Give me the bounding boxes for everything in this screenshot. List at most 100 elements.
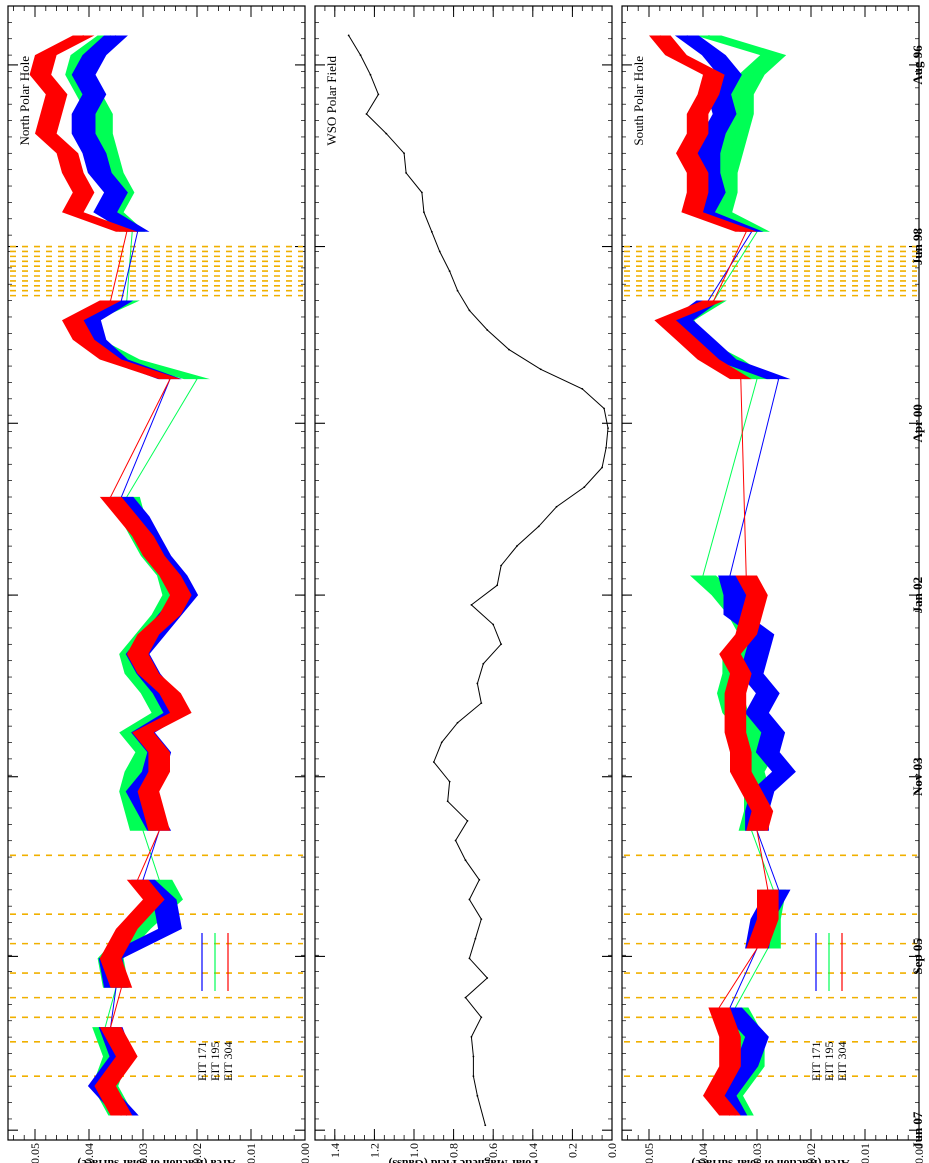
eit-304-band xyxy=(99,496,192,831)
time-axis: Aug 96 Jun 98 Apr 00 Jan 02 Nov 03 Sep 05 Jun … xyxy=(910,45,925,1149)
polar-field-point xyxy=(482,662,485,665)
polar-field-point xyxy=(385,132,388,135)
polar-field-point xyxy=(440,741,443,744)
time-tick-label: Aug 96 xyxy=(910,45,925,85)
polar-field-point xyxy=(369,73,372,76)
polar-field-point xyxy=(359,54,362,56)
polar-field-point xyxy=(516,545,518,547)
polar-field-point xyxy=(430,230,433,233)
polar-field-point xyxy=(464,996,467,999)
polar-field-point xyxy=(423,211,425,214)
y-axis-label: Area (fraction of solar surface) xyxy=(77,1157,235,1163)
polar-field-point xyxy=(476,682,479,685)
eit-304-band xyxy=(746,889,779,949)
value-tick-label: 0.00 xyxy=(912,1143,926,1163)
polar-field-point xyxy=(472,1075,475,1078)
plot-frame xyxy=(621,5,920,1141)
panel-title: North Polar Hole xyxy=(17,56,32,146)
plot-frame xyxy=(314,5,613,1141)
polar-field-point xyxy=(454,839,457,842)
polar-field-point xyxy=(480,702,483,704)
value-tick-label: 0.02 xyxy=(190,1143,204,1163)
legend-label: EIT 195 xyxy=(208,1042,222,1081)
polar-field-point xyxy=(421,191,423,194)
polar-field-point xyxy=(446,800,449,803)
south-polar-hole-panel: 0.05 0.04 0.03 0.02 0.01 0.00 Area (fraction o… xyxy=(621,5,926,1163)
time-tick-label: Jan 02 xyxy=(910,577,925,613)
polar-field-point xyxy=(500,564,503,567)
value-tick-label: 0.6 xyxy=(486,1143,500,1158)
time-tick-label: Apr 00 xyxy=(910,404,925,442)
polar-field-point xyxy=(583,486,586,488)
value-tick-label: 0.4 xyxy=(526,1143,540,1158)
plot-frame xyxy=(7,5,306,1141)
time-tick-label: Nov 03 xyxy=(910,757,925,796)
eit-171-band xyxy=(71,35,150,232)
polar-field-point xyxy=(448,780,451,783)
legend-label: EIT 195 xyxy=(822,1042,836,1081)
polar-field-point xyxy=(478,878,481,881)
legend-label: EIT 171 xyxy=(195,1042,209,1081)
y-axis-label: Polar Magnetic Field (Gauss) xyxy=(388,1157,538,1163)
value-tick-label: 0.01 xyxy=(244,1143,258,1163)
value-tick-label: 0.0 xyxy=(605,1143,619,1158)
polar-field-point xyxy=(468,898,471,901)
polar-field-point xyxy=(365,113,368,115)
panel-title: WSO Polar Field xyxy=(324,56,339,146)
polar-field-point xyxy=(601,466,603,469)
polar-field-point xyxy=(472,1055,475,1058)
eit-304-band xyxy=(703,1007,741,1116)
time-tick-label: Jun 07 xyxy=(910,1111,925,1149)
eit-304-band xyxy=(719,575,774,831)
polar-field-point xyxy=(456,721,459,724)
value-tick-label: 0.05 xyxy=(642,1143,656,1163)
value-tick-label: 0.01 xyxy=(858,1143,872,1163)
polar-field-point xyxy=(464,859,467,862)
value-tick-label: 0.05 xyxy=(28,1143,42,1163)
value-tick-label: 0.00 xyxy=(298,1143,312,1163)
eit-304-line xyxy=(39,35,182,1116)
polar-field-point xyxy=(476,1094,479,1097)
polar-field-point xyxy=(448,270,451,272)
value-tick-label: 0.2 xyxy=(565,1143,579,1158)
legend-label: EIT 304 xyxy=(221,1042,235,1081)
time-tick-label: Sep 05 xyxy=(910,938,925,975)
polar-field-point xyxy=(438,250,441,253)
eit-171-band xyxy=(718,575,796,831)
polar-field-point xyxy=(486,329,489,331)
eit-171-band xyxy=(674,35,764,232)
value-tick-label: 1.2 xyxy=(367,1143,381,1158)
wso-polar-field-panel: 1.4 1.2 1.0 0.8 0.6 0.4 0.2 0.0 Polar Magnetic F… xyxy=(314,5,619,1163)
value-tick-label: 1.0 xyxy=(407,1143,421,1158)
legend-label: EIT 304 xyxy=(835,1042,849,1081)
polar-field-point xyxy=(377,93,380,96)
polar-field-point xyxy=(607,427,609,430)
eit-304-band xyxy=(99,879,165,988)
polar-field-point xyxy=(555,505,558,508)
polar-field-point xyxy=(456,289,459,292)
polar-field-point xyxy=(492,623,495,626)
polar-field-point xyxy=(347,34,350,37)
polar-field-point xyxy=(405,172,407,174)
eit-304-band xyxy=(29,35,138,232)
value-tick-label: 0.8 xyxy=(447,1143,461,1158)
polar-field-point xyxy=(581,388,584,390)
polar-field-point xyxy=(484,1124,487,1127)
panel-title: South Polar Hole xyxy=(631,56,646,146)
polar-field-point xyxy=(403,152,405,155)
value-tick-label: 0.04 xyxy=(82,1143,96,1163)
polar-field-point xyxy=(537,525,540,528)
value-tick-label: 1.4 xyxy=(328,1143,342,1158)
polar-field-point xyxy=(470,1036,473,1038)
value-tick-label: 0.02 xyxy=(804,1143,818,1163)
eit-195-band xyxy=(668,300,770,380)
polar-field-point xyxy=(508,348,510,351)
y-axis-label: Area (fraction of solar surface) xyxy=(691,1157,849,1163)
value-tick-label: 0.04 xyxy=(696,1143,710,1163)
polar-field-line xyxy=(348,35,609,1126)
value-tick-label: 0.03 xyxy=(750,1143,764,1163)
polar-field-point xyxy=(603,407,605,410)
legend-label: EIT 171 xyxy=(809,1042,823,1081)
polar-field-point xyxy=(539,368,542,371)
